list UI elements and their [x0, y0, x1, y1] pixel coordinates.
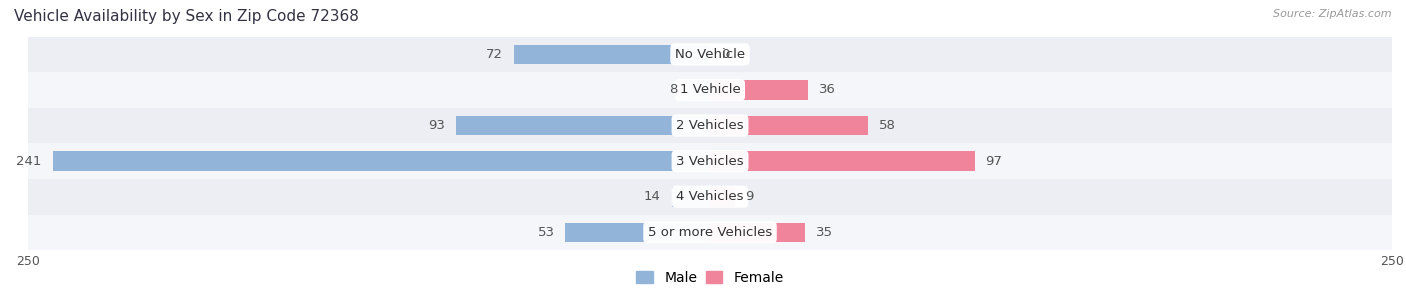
Bar: [565, 223, 710, 242]
Text: 58: 58: [879, 119, 896, 132]
Legend: Male, Female: Male, Female: [631, 265, 789, 290]
Bar: [710, 116, 869, 135]
Text: 2 Vehicles: 2 Vehicles: [676, 119, 744, 132]
Bar: [28, 37, 1392, 72]
Bar: [28, 108, 1392, 143]
Bar: [688, 80, 710, 100]
Bar: [52, 151, 710, 171]
Text: Vehicle Availability by Sex in Zip Code 72368: Vehicle Availability by Sex in Zip Code …: [14, 9, 359, 24]
Text: 0: 0: [721, 48, 730, 61]
Bar: [28, 179, 1392, 214]
Text: No Vehicle: No Vehicle: [675, 48, 745, 61]
Text: 1 Vehicle: 1 Vehicle: [679, 84, 741, 96]
Bar: [710, 151, 974, 171]
Text: 5 or more Vehicles: 5 or more Vehicles: [648, 226, 772, 239]
Text: Source: ZipAtlas.com: Source: ZipAtlas.com: [1274, 9, 1392, 19]
Text: 241: 241: [17, 155, 42, 168]
Text: 35: 35: [817, 226, 834, 239]
Bar: [28, 143, 1392, 179]
Text: 93: 93: [429, 119, 446, 132]
Text: 36: 36: [820, 84, 837, 96]
Text: 9: 9: [745, 190, 754, 203]
Text: 3 Vehicles: 3 Vehicles: [676, 155, 744, 168]
Bar: [28, 72, 1392, 108]
Bar: [710, 187, 734, 206]
Text: 8: 8: [669, 84, 678, 96]
Bar: [457, 116, 710, 135]
Bar: [513, 45, 710, 64]
Text: 97: 97: [986, 155, 1002, 168]
Text: 72: 72: [485, 48, 503, 61]
Bar: [710, 223, 806, 242]
Text: 53: 53: [537, 226, 554, 239]
Text: 14: 14: [644, 190, 661, 203]
Bar: [710, 80, 808, 100]
Bar: [672, 187, 710, 206]
Bar: [28, 214, 1392, 250]
Text: 4 Vehicles: 4 Vehicles: [676, 190, 744, 203]
